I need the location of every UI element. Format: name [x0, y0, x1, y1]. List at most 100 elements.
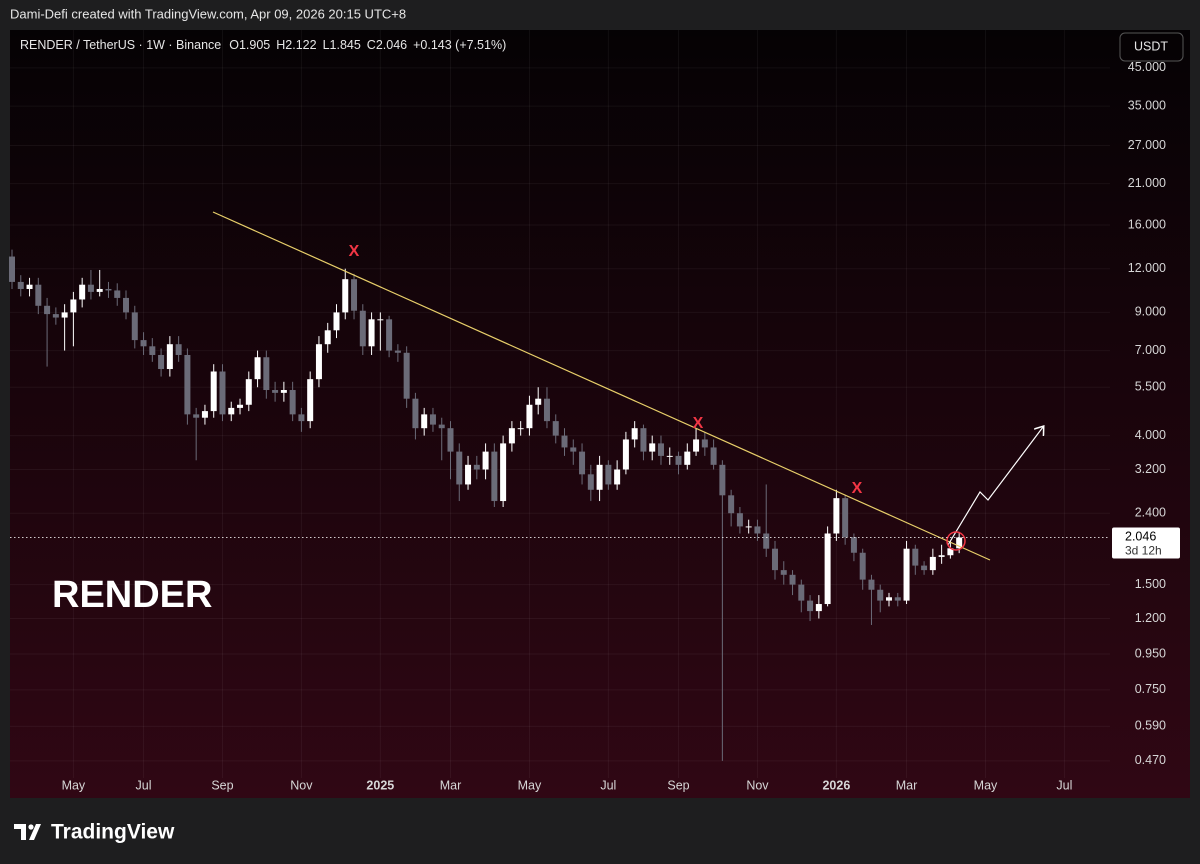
candle-body	[175, 344, 182, 355]
candle-body	[491, 451, 498, 502]
x-tick-label: Nov	[746, 778, 769, 792]
candle-body	[114, 290, 121, 298]
candle-body	[280, 390, 287, 393]
candle-body	[184, 354, 191, 415]
candle-body	[228, 407, 235, 415]
currency-label[interactable]: USDT	[1134, 39, 1168, 53]
candle-body	[9, 256, 15, 282]
candle-body	[26, 284, 33, 289]
candle-body	[219, 371, 226, 415]
trendline	[212, 211, 991, 561]
candle-body	[771, 548, 778, 571]
candle-body	[473, 464, 480, 470]
brand-logo	[14, 824, 41, 840]
y-tick-label: 0.750	[1135, 682, 1166, 696]
candle-body	[859, 552, 866, 580]
x-tick-label: May	[62, 778, 86, 792]
annotation: X	[852, 480, 863, 497]
candle-body	[386, 319, 393, 351]
x-tick-label: May	[518, 778, 542, 792]
candle-body	[368, 319, 375, 347]
currency-button[interactable]	[1119, 32, 1184, 62]
candle-body	[710, 447, 717, 465]
candle-body	[210, 371, 217, 412]
candle-body	[736, 513, 743, 527]
candle-body	[561, 435, 568, 448]
countdown: 3d 12h	[1125, 544, 1162, 558]
x-tick-label: Jul	[600, 778, 616, 792]
candle-body	[500, 443, 507, 502]
candle-body	[315, 344, 322, 380]
candle-body	[587, 474, 594, 490]
brand: TradingView	[51, 821, 175, 844]
axes: 45.000 35.000 27.000 21.000 16.000 12.000 9.00…	[10, 60, 1180, 792]
candle-body	[52, 314, 59, 318]
open-value: 1.905	[239, 38, 270, 52]
candle-body	[482, 451, 489, 470]
candle-body	[140, 340, 147, 347]
candle-body	[394, 350, 401, 353]
y-tick-label: 1.500	[1135, 577, 1166, 591]
candle-body	[719, 464, 726, 496]
candle-body	[570, 447, 577, 452]
candle-body	[87, 284, 94, 292]
candle-body	[123, 297, 130, 313]
candle-body	[938, 555, 945, 557]
candle-body	[79, 284, 86, 300]
x-tick-label: Jul	[136, 778, 152, 792]
y-tick-label: 21.000	[1128, 176, 1166, 190]
candle-body	[526, 404, 533, 429]
watermark: RENDER	[52, 574, 212, 616]
candle-body	[894, 597, 901, 601]
low-value: 1.845	[330, 38, 361, 52]
y-tick-label: 7.000	[1135, 343, 1166, 357]
x-tick-label: Sep	[667, 778, 689, 792]
x-tick-label: Jul	[1056, 778, 1072, 792]
candle-body	[850, 537, 857, 553]
candle-body	[728, 495, 735, 514]
candle-body	[754, 526, 761, 534]
candle-body	[35, 284, 42, 306]
x-tick-label: 2025	[366, 778, 394, 792]
candle-body	[640, 428, 647, 452]
change: +0.143 (+7.51%)	[413, 38, 506, 52]
candle-body	[447, 428, 454, 452]
candle-body	[105, 288, 112, 291]
candle-body	[675, 455, 682, 465]
y-tick-label: 4.000	[1135, 428, 1166, 442]
candles	[9, 249, 963, 761]
candle-body	[237, 404, 244, 408]
ohlc-label: H	[276, 38, 285, 52]
candle-body	[929, 556, 936, 571]
candle-body	[693, 439, 700, 452]
grid	[10, 30, 1110, 778]
candle-body	[684, 451, 691, 465]
y-tick-label: 16.000	[1128, 217, 1166, 231]
candle-body	[254, 357, 261, 380]
x-tick-label: 2026	[822, 778, 850, 792]
y-tick-label: 0.470	[1135, 753, 1166, 767]
x-tick-label: Sep	[211, 778, 233, 792]
candle-body	[631, 428, 638, 440]
candle-body	[868, 579, 875, 590]
y-tick-label: 1.200	[1135, 611, 1166, 625]
candle-body	[245, 379, 252, 405]
candle-body	[166, 344, 173, 370]
candle-body	[886, 597, 892, 601]
candle-body	[824, 533, 831, 605]
ohlc-label: L	[323, 38, 330, 52]
candle-body	[921, 565, 928, 571]
candle-body	[579, 451, 586, 475]
candle-body	[508, 428, 515, 444]
last-price-box	[1112, 527, 1180, 559]
close-value: 2.046	[376, 38, 407, 52]
candle-body	[438, 424, 445, 429]
candle-body	[70, 299, 77, 313]
candle-body	[289, 390, 296, 415]
candle-body	[780, 570, 787, 575]
candle-body	[956, 537, 963, 549]
candle-body	[947, 548, 954, 556]
candle-body	[342, 279, 349, 313]
candle-body	[798, 584, 805, 601]
